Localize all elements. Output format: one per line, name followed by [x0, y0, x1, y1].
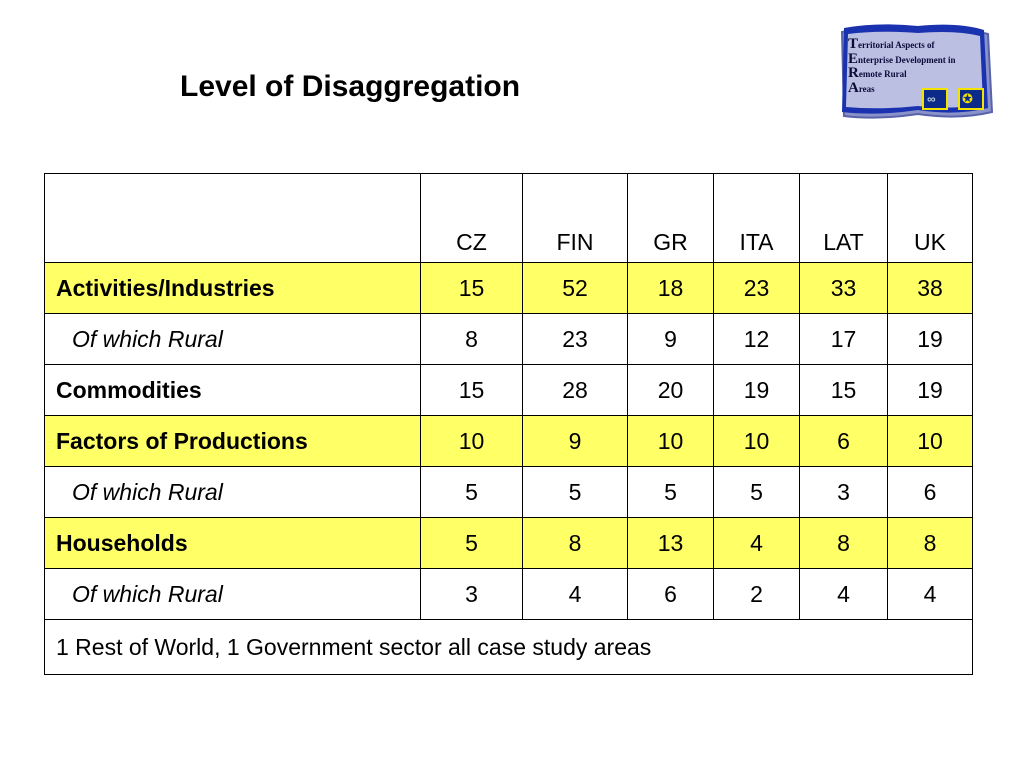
table-cell: 17	[799, 313, 888, 365]
table-row: Activities/Industries 15 52 18 23 33 38	[44, 262, 973, 314]
table-cell: 2	[713, 568, 800, 620]
table-cell: 19	[713, 364, 800, 416]
table-cell: 4	[713, 517, 800, 569]
column-header: GR	[627, 173, 714, 263]
table-cell: 9	[627, 313, 714, 365]
table-cell: 4	[799, 568, 888, 620]
column-header: ITA	[713, 173, 800, 263]
table-cell: 13	[627, 517, 714, 569]
table-cell: 8	[420, 313, 523, 365]
table-cell: 28	[522, 364, 628, 416]
row-label: Households	[44, 517, 421, 569]
table-cell: 6	[627, 568, 714, 620]
logo-line-1: Territorial Aspects of	[848, 36, 935, 52]
row-label: Of which Rural	[44, 568, 421, 620]
table-cell: 19	[887, 313, 973, 365]
table-cell: 3	[420, 568, 523, 620]
row-label: Activities/Industries	[44, 262, 421, 314]
row-label: Of which Rural	[44, 466, 421, 518]
table-cell: 15	[420, 262, 523, 314]
table-cell: 5	[713, 466, 800, 518]
table-cell: 52	[522, 262, 628, 314]
table-cell: 20	[627, 364, 714, 416]
column-header: UK	[887, 173, 973, 263]
flag-icon	[840, 24, 994, 119]
logo-line-4: Areas	[848, 79, 875, 96]
table-cell: 5	[627, 466, 714, 518]
tera-logo: Territorial Aspects of Enterprise Develo…	[838, 24, 996, 120]
table-row: Of which Rural 8 23 9 12 17 19	[44, 313, 973, 365]
table-cell: 10	[887, 415, 973, 467]
table-cell: 6	[799, 415, 888, 467]
table-cell: 38	[887, 262, 973, 314]
table-header-row: CZ FIN GR ITA LAT UK	[44, 173, 973, 263]
table-row: Of which Rural 3 4 6 2 4 4	[44, 568, 973, 620]
table-note-row: 1 Rest of World, 1 Government sector all…	[44, 619, 973, 675]
table-cell: 23	[713, 262, 800, 314]
table-cell: 10	[627, 415, 714, 467]
row-label: Factors of Productions	[44, 415, 421, 467]
table-cell: 5	[522, 466, 628, 518]
column-header: LAT	[799, 173, 888, 263]
row-label: Of which Rural	[44, 313, 421, 365]
table-cell: 23	[522, 313, 628, 365]
logo-swoosh-icon: ∞	[922, 88, 948, 110]
logo-line-2: Enterprise Development in	[848, 50, 956, 67]
logo-line-3: Remote Rural	[848, 65, 907, 81]
table-cell: 8	[799, 517, 888, 569]
table-row: Households 5 8 13 4 8 8	[44, 517, 973, 569]
table-cell: 9	[522, 415, 628, 467]
table-cell: 5	[420, 517, 523, 569]
table-cell: 10	[420, 415, 523, 467]
table-row: Factors of Productions 10 9 10 10 6 10	[44, 415, 973, 467]
table-cell: 15	[799, 364, 888, 416]
eu-stars-icon: ✪	[958, 88, 984, 110]
table-cell: 6	[887, 466, 973, 518]
table-row: Of which Rural 5 5 5 5 3 6	[44, 466, 973, 518]
disaggregation-table: CZ FIN GR ITA LAT UK Activities/Industri…	[44, 173, 973, 675]
table-cell: 33	[799, 262, 888, 314]
table-cell: 4	[522, 568, 628, 620]
table-cell: 4	[887, 568, 973, 620]
table-cell: 8	[887, 517, 973, 569]
table-cell: 15	[420, 364, 523, 416]
table-cell: 8	[522, 517, 628, 569]
table-cell: 5	[420, 466, 523, 518]
table-row: Commodities 15 28 20 19 15 19	[44, 364, 973, 416]
row-label: Commodities	[44, 364, 421, 416]
column-header: FIN	[522, 173, 628, 263]
table-cell: 12	[713, 313, 800, 365]
column-header: CZ	[420, 173, 523, 263]
table-cell: 3	[799, 466, 888, 518]
table-cell: 10	[713, 415, 800, 467]
table-cell: 18	[627, 262, 714, 314]
header-blank-cell	[44, 173, 421, 263]
page-title: Level of Disaggregation	[180, 70, 521, 103]
table-cell: 19	[887, 364, 973, 416]
table-note: 1 Rest of World, 1 Government sector all…	[44, 619, 973, 675]
